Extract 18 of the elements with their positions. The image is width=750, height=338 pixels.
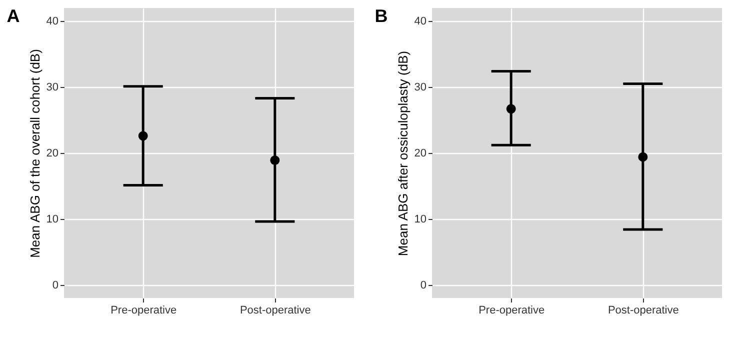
y-tick-label: 0 xyxy=(52,279,58,292)
y-tick-label: 20 xyxy=(414,148,426,160)
x-tick-label: Post-operative xyxy=(608,304,679,316)
y-tick-label: 10 xyxy=(46,213,58,226)
y-axis-title: Mean ABG after ossiculoplasty (dB) xyxy=(395,50,410,256)
chart-title: B xyxy=(374,6,388,26)
y-tick-label: 30 xyxy=(414,82,426,94)
chart-title: A xyxy=(6,6,20,26)
x-tick-label: Post-operative xyxy=(240,304,311,316)
y-tick-label: 10 xyxy=(414,213,426,226)
y-tick-label: 40 xyxy=(46,16,58,28)
x-tick-label: Pre-operative xyxy=(478,304,545,316)
y-tick-label: 40 xyxy=(414,16,426,28)
y-tick-label: 30 xyxy=(46,82,58,94)
x-tick-label: Pre-operative xyxy=(110,304,177,316)
y-axis-title: Mean ABG of the overall cohort (dB) xyxy=(27,49,42,258)
y-tick-label: 0 xyxy=(420,279,426,292)
y-tick-label: 20 xyxy=(46,148,58,160)
